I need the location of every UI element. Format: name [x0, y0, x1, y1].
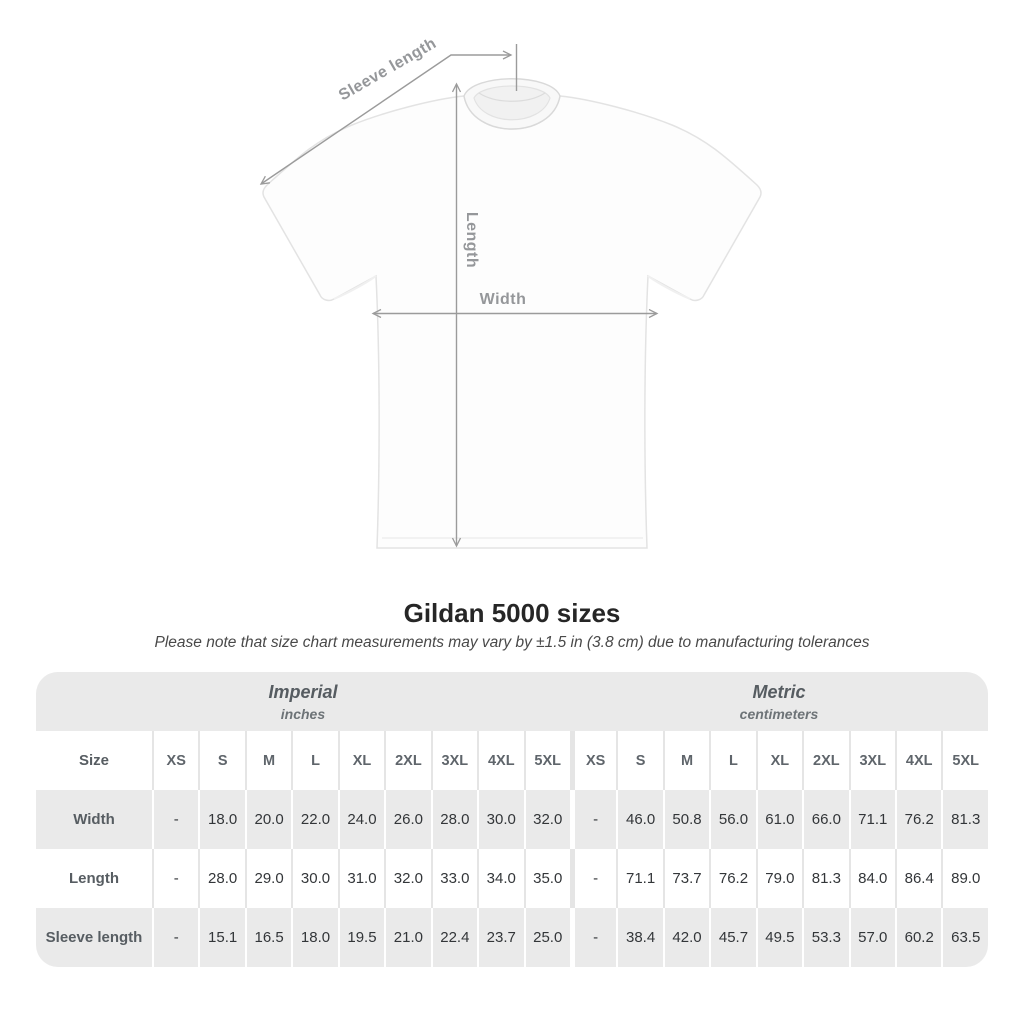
cell-value: 24.0 — [337, 790, 385, 849]
size-col-header: L — [291, 731, 338, 790]
cell-value: 15.1 — [198, 908, 245, 967]
size-col-header: 5XL — [523, 731, 570, 790]
size-col-header: 4XL — [477, 731, 524, 790]
cell-value: 79.0 — [755, 849, 803, 908]
cell-value: - — [569, 849, 617, 908]
cell-value: 28.0 — [430, 790, 478, 849]
cell-value: - — [152, 849, 199, 908]
size-col-header: 3XL — [430, 731, 478, 790]
size-col-header: L — [709, 731, 756, 790]
cell-value: 22.0 — [291, 790, 338, 849]
cell-value: 33.0 — [430, 849, 478, 908]
cell-value: 21.0 — [384, 908, 431, 967]
cell-value: 66.0 — [802, 790, 849, 849]
size-col-header: 5XL — [941, 731, 988, 790]
tshirt-body — [262, 95, 762, 549]
cell-value: 26.0 — [384, 790, 431, 849]
cell-value: 34.0 — [477, 849, 524, 908]
table-row: Sleeve length -15.1 16.5 18.0 19.5 21.0 22.4 23… — [36, 908, 988, 967]
group-unit-label: centimeters — [739, 705, 819, 722]
cell-value: 57.0 — [848, 908, 895, 967]
cell-value: 89.0 — [941, 849, 988, 908]
tshirt-image — [0, 44, 762, 549]
cell-value: - — [569, 908, 617, 967]
size-col-header: M — [244, 731, 292, 790]
size-col-header: XS — [152, 731, 199, 790]
cell-value: - — [152, 908, 199, 967]
cell-value: 60.2 — [895, 908, 942, 967]
cell-value: 84.0 — [848, 849, 895, 908]
cell-value: 29.0 — [244, 849, 292, 908]
cell-value: 45.7 — [709, 908, 756, 967]
size-col-header: 2XL — [802, 731, 849, 790]
cell-value: 25.0 — [523, 908, 570, 967]
cell-value: 42.0 — [662, 908, 710, 967]
cell-value: 19.5 — [337, 908, 385, 967]
cell-value: 73.7 — [662, 849, 710, 908]
group-label: Imperial — [268, 681, 338, 702]
row-label: Length — [36, 849, 152, 908]
cell-value: 18.0 — [198, 790, 245, 849]
row-label: Width — [36, 790, 152, 849]
cell-value: 32.0 — [523, 790, 570, 849]
cell-value: 30.0 — [477, 790, 524, 849]
cell-value: 49.5 — [755, 908, 803, 967]
cell-value: 81.3 — [941, 790, 988, 849]
cell-value: 56.0 — [709, 790, 756, 849]
cell-value: 32.0 — [384, 849, 431, 908]
group-unit-label: inches — [280, 705, 326, 722]
sleeve-length-dimension-line — [261, 55, 511, 184]
page-title: Gildan 5000 sizes — [403, 598, 621, 628]
cell-value: 81.3 — [802, 849, 849, 908]
cell-value: 18.0 — [291, 908, 338, 967]
size-table: Imperial inches Metric centimeters Size XS S M L… — [36, 672, 988, 967]
length-label: Length — [463, 211, 480, 269]
cell-value: 76.2 — [709, 849, 756, 908]
table-row: Length -28.0 29.0 30.0 31.0 32.0 33.0 34.0 35.0-… — [36, 849, 988, 908]
cell-value: 71.1 — [848, 790, 895, 849]
tolerance-note: Please note that size chart measurements… — [154, 634, 870, 651]
cell-value: - — [569, 790, 617, 849]
size-col-header: XS — [569, 731, 617, 790]
size-col-header: XL — [337, 731, 385, 790]
row-label: Sleeve length — [36, 908, 152, 967]
size-header-row: Size XS S M L XL 2XL 3XL 4XL 5XL XS S M L XL 2XL 3XL 4XL 5… — [36, 731, 988, 790]
size-col-header: 3XL — [848, 731, 895, 790]
size-col-header: 2XL — [384, 731, 431, 790]
size-col-header: 4XL — [895, 731, 942, 790]
cell-value: 23.7 — [477, 908, 524, 967]
cell-value: 28.0 — [198, 849, 245, 908]
left-underarm-crease — [333, 275, 377, 300]
cell-value: 61.0 — [755, 790, 803, 849]
cell-value: 50.8 — [662, 790, 710, 849]
right-underarm-crease — [647, 275, 691, 300]
cell-value: 22.4 — [430, 908, 478, 967]
size-col-header: XL — [755, 731, 803, 790]
cell-value: 16.5 — [244, 908, 292, 967]
cell-value: - — [152, 790, 199, 849]
group-label: Metric — [752, 681, 806, 702]
cell-value: 46.0 — [616, 790, 663, 849]
metric-group-header: Metric centimeters — [569, 672, 988, 731]
cell-value: 63.5 — [941, 908, 988, 967]
size-column-header: Size — [36, 731, 152, 790]
unit-group-row: Imperial inches Metric centimeters — [36, 672, 988, 731]
cell-value: 86.4 — [895, 849, 942, 908]
cell-value: 30.0 — [291, 849, 338, 908]
cell-value: 35.0 — [523, 849, 570, 908]
imperial-group-header: Imperial inches — [36, 672, 570, 731]
size-col-header: S — [198, 731, 245, 790]
cell-value: 38.4 — [616, 908, 663, 967]
size-col-header: S — [616, 731, 663, 790]
width-label: Width — [479, 291, 527, 308]
size-col-header: M — [662, 731, 710, 790]
table-row: Width -18.0 20.0 22.0 24.0 26.0 28.0 30.0 32.0-4… — [36, 790, 988, 849]
cell-value: 71.1 — [616, 849, 663, 908]
cell-value: 31.0 — [337, 849, 385, 908]
cell-value: 76.2 — [895, 790, 942, 849]
cell-value: 20.0 — [244, 790, 292, 849]
cell-value: 53.3 — [802, 908, 849, 967]
